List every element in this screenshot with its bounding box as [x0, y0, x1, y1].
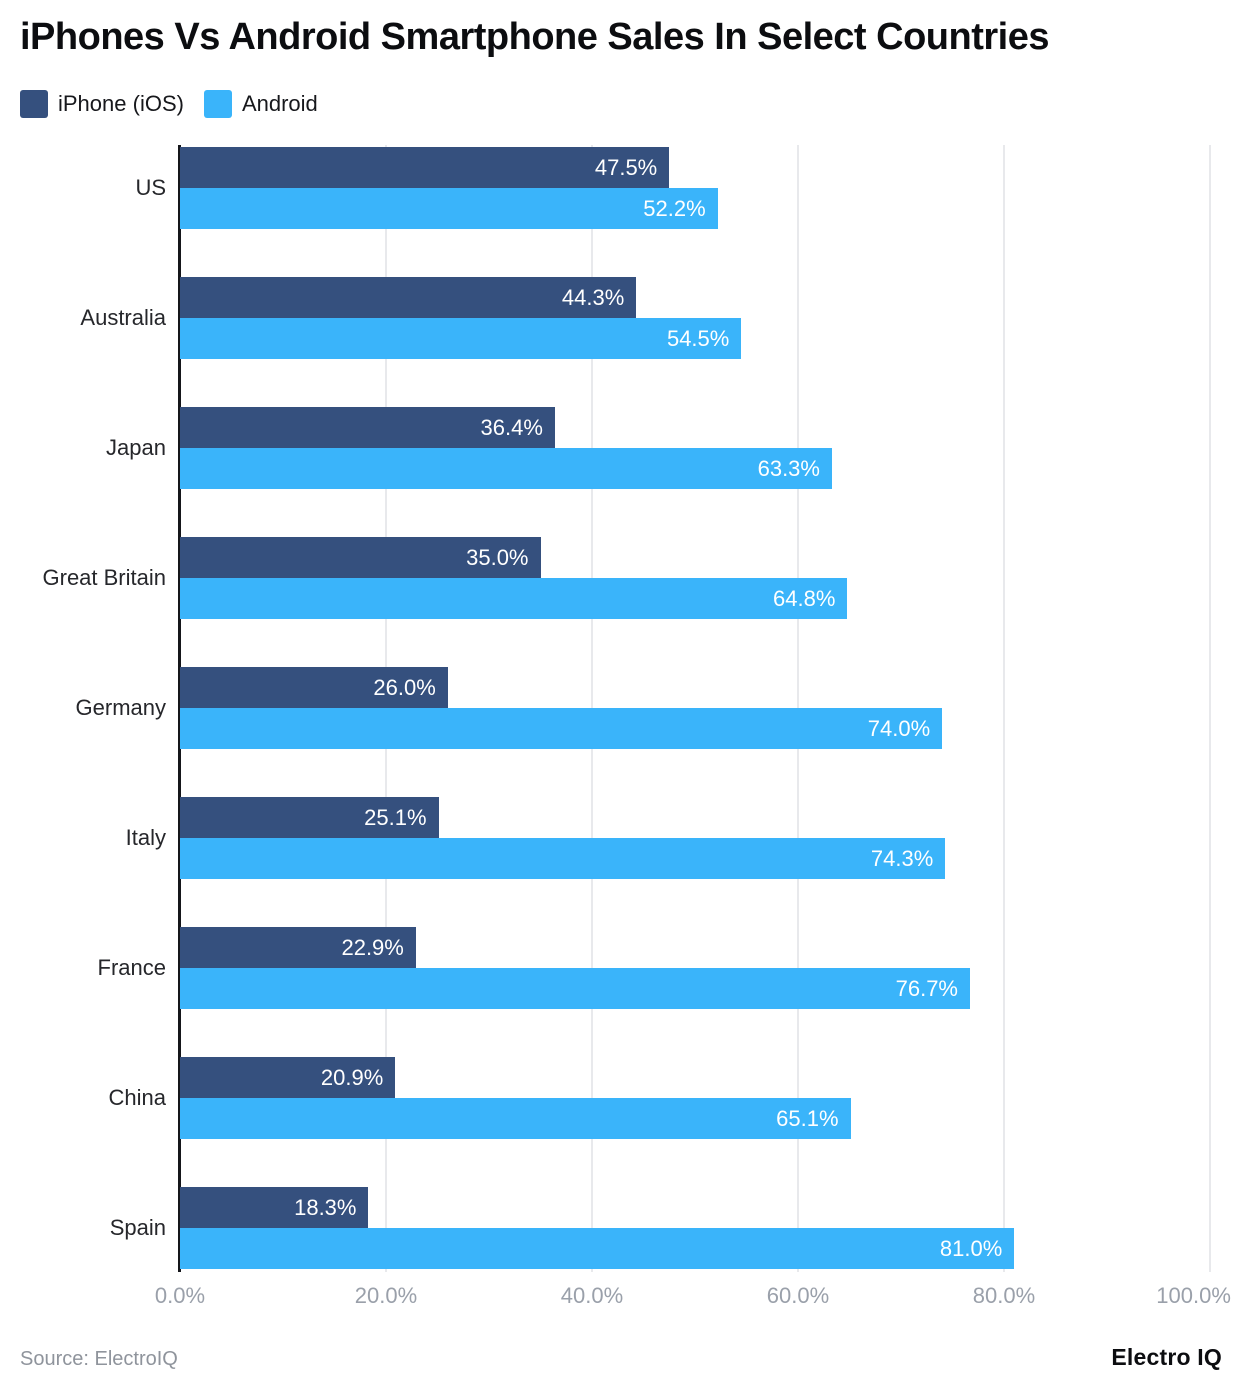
iphone-bar: 18.3%	[180, 1187, 369, 1228]
x-tick-80: 80.0%	[972, 1283, 1036, 1308]
x-tick-100: 100.0%	[1156, 1283, 1231, 1308]
bar-value-label: 63.3%	[757, 455, 820, 481]
bar-value-label: 36.4%	[480, 414, 543, 440]
gridline-100	[1209, 145, 1211, 1272]
source-note: Source: ElectroIQ	[20, 1348, 178, 1370]
iphone-bar: 35.0%	[180, 537, 541, 578]
legend-label: Android	[241, 91, 318, 116]
bar-row-spain: Spain 18.3% 81.0%	[110, 1187, 1210, 1269]
country-label: Italy	[125, 825, 166, 850]
android-bar: 81.0%	[180, 1228, 1015, 1269]
android-bar: 76.7%	[180, 968, 970, 1009]
y-axis-line	[178, 145, 181, 1272]
android-bar: 65.1%	[180, 1098, 851, 1139]
country-label: France	[97, 955, 166, 980]
bar-chart-plot: US 47.5% 52.2% Australia 44.3% 54.5% Japan 36.4…	[43, 145, 1211, 1272]
iphone-bar: 44.3%	[180, 277, 637, 318]
iphone-bar: 20.9%	[180, 1057, 396, 1098]
bar-value-label: 47.5%	[594, 154, 658, 180]
country-label: US	[135, 175, 166, 200]
bar-value-label: 52.2%	[643, 195, 706, 221]
x-tick-60: 60.0%	[766, 1283, 830, 1308]
country-label: Great Britain	[42, 565, 167, 590]
android-bar: 63.3%	[180, 448, 832, 489]
country-label: Japan	[106, 435, 166, 460]
android-bar: 54.5%	[180, 318, 742, 359]
iphone-bar: 25.1%	[180, 797, 439, 838]
country-label: Australia	[80, 305, 166, 330]
android-bar: 74.3%	[180, 838, 946, 879]
country-label: Spain	[109, 1215, 166, 1240]
iphone-bar: 26.0%	[180, 667, 448, 708]
bar-row-japan: Japan 36.4% 63.3%	[106, 407, 1210, 489]
bar-row-china: China 20.9% 65.1%	[109, 1057, 1210, 1139]
bar-value-label: 81.0%	[939, 1235, 1003, 1261]
android-bar: 64.8%	[180, 578, 848, 619]
bar-value-label: 64.8%	[773, 585, 836, 611]
brand-logo: Electro IQ	[1111, 1344, 1222, 1370]
bar-row-australia: Australia 44.3% 54.5%	[80, 277, 1210, 359]
bar-value-label: 20.9%	[320, 1064, 384, 1090]
bar-value-label: 44.3%	[561, 284, 625, 310]
x-tick-20: 20.0%	[354, 1283, 418, 1308]
iphone-bar: 47.5%	[180, 147, 670, 188]
bar-value-label: 26.0%	[373, 674, 436, 700]
legend-item-android: Android	[203, 90, 318, 118]
iphone-bar: 22.9%	[180, 927, 416, 968]
bar-row-italy: Italy 25.1% 74.3%	[126, 797, 1210, 879]
bar-value-label: 65.1%	[776, 1105, 839, 1131]
bar-value-label: 18.3%	[294, 1194, 357, 1220]
x-tick-0: 0.0%	[154, 1283, 206, 1308]
country-label: China	[108, 1085, 166, 1110]
bar-value-label: 22.9%	[341, 934, 404, 960]
legend-swatch	[20, 90, 48, 118]
legend: iPhone (iOS) Android	[20, 90, 318, 118]
bar-value-label: 35.0%	[466, 544, 529, 570]
bar-value-label: 76.7%	[895, 975, 958, 1001]
android-bar: 74.0%	[180, 708, 943, 749]
bar-value-label: 25.1%	[364, 804, 427, 830]
bar-row-france: France 22.9% 76.7%	[98, 927, 1210, 1009]
android-bar: 52.2%	[180, 188, 718, 229]
legend-swatch	[203, 90, 232, 118]
country-label: Germany	[75, 695, 166, 720]
gridline-80	[1003, 145, 1005, 1272]
legend-item-iphone: iPhone (iOS)	[20, 90, 184, 118]
x-tick-40: 40.0%	[560, 1283, 624, 1308]
legend-label: iPhone (iOS)	[58, 91, 184, 116]
bar-value-label: 54.5%	[666, 325, 730, 351]
bar-value-label: 74.0%	[867, 715, 931, 741]
chart-title: iPhones Vs Android Smartphone Sales In S…	[20, 16, 1050, 58]
iphone-bar: 36.4%	[180, 407, 555, 448]
x-axis: 0.0% 20.0% 40.0% 60.0% 80.0% 100.0%	[155, 1283, 1231, 1313]
bar-value-label: 74.3%	[870, 845, 934, 871]
bar-row-us: US 47.5% 52.2%	[135, 147, 1210, 229]
bar-row-germany: Germany 26.0% 74.0%	[76, 667, 1210, 749]
bar-row-great-britain: Great Britain 35.0% 64.8%	[43, 537, 1210, 619]
